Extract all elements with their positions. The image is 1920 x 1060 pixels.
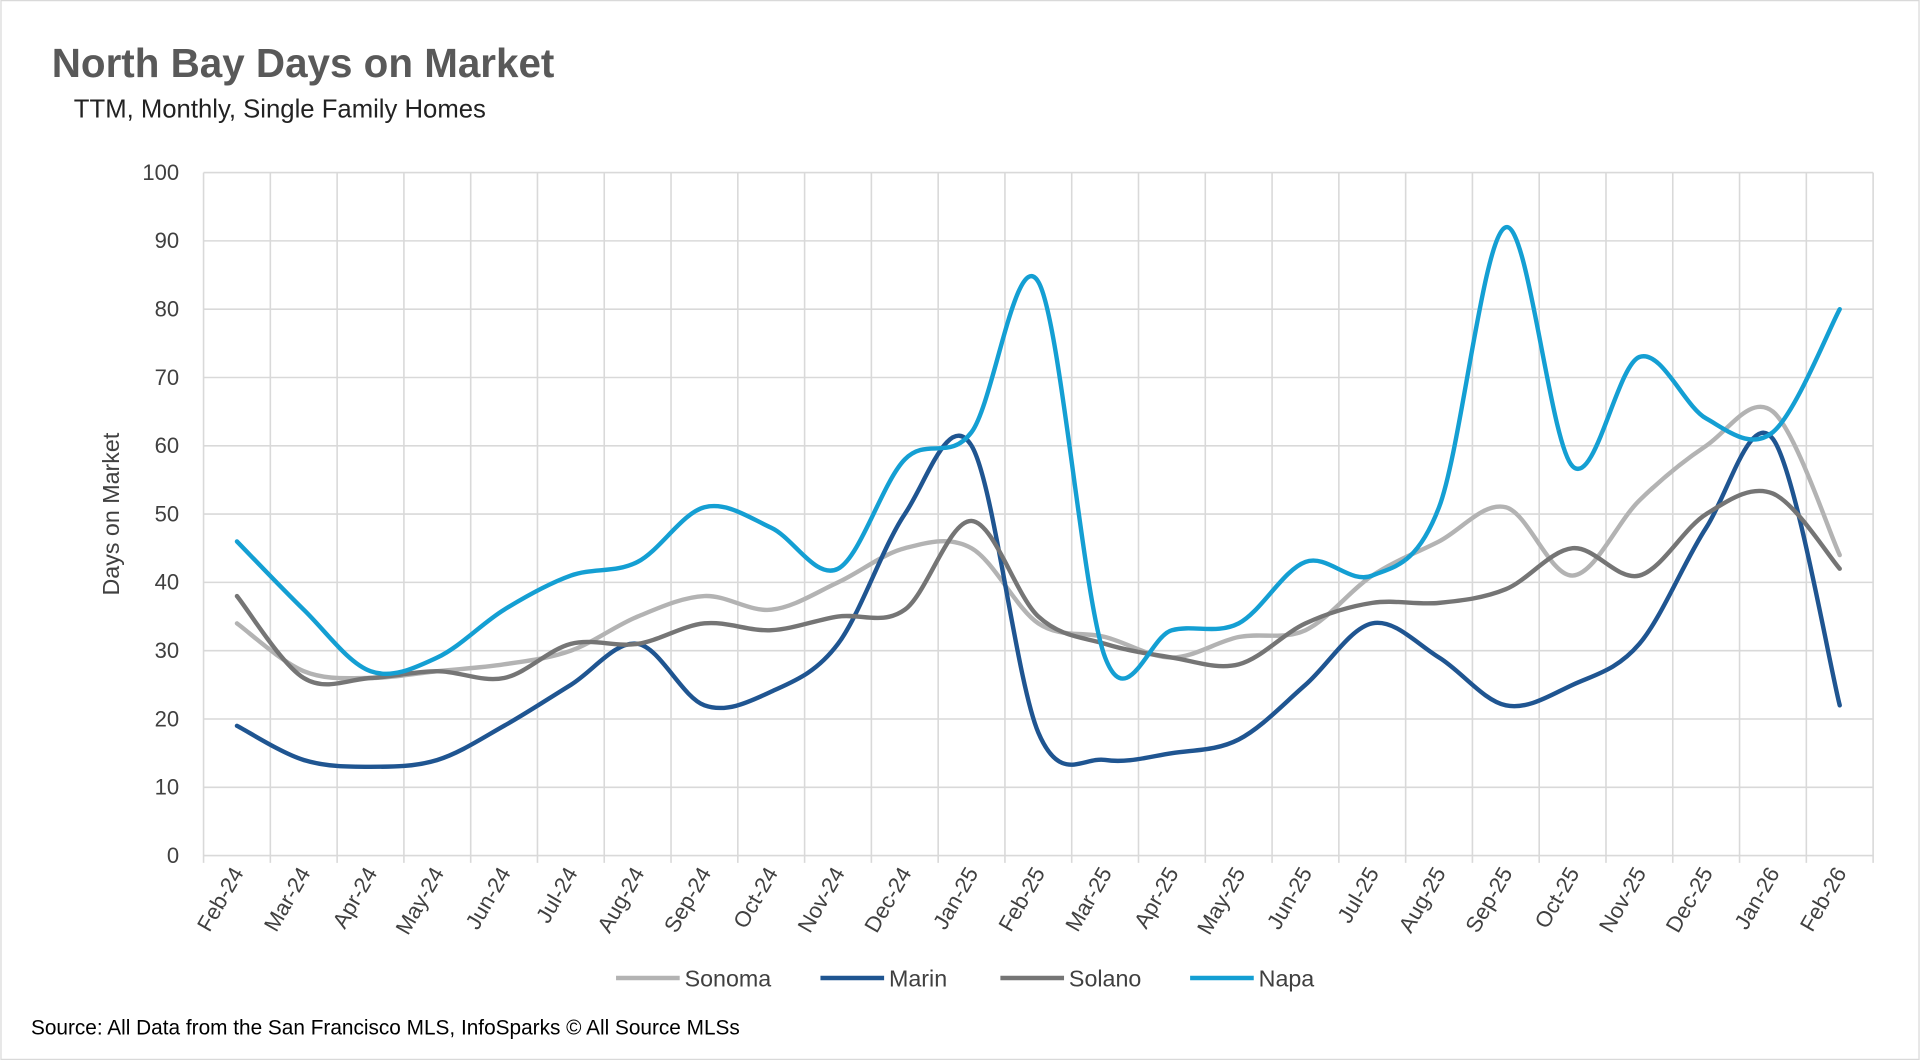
y-tick-label: 40 (155, 570, 180, 595)
series-line-marin (234, 430, 1842, 770)
chart-subtitle: TTM, Monthly, Single Family Homes (74, 96, 486, 124)
legend-item-marin: Marin (820, 966, 947, 992)
legend-label: Napa (1259, 966, 1315, 992)
legend-item-sonoma: Sonoma (616, 966, 771, 992)
series-line-solano (234, 488, 1842, 687)
source-note: Source: All Data from the San Francisco … (31, 1016, 740, 1039)
y-axis-label: Days on Market (98, 432, 124, 595)
y-tick-label: 30 (155, 638, 180, 663)
chart-title: North Bay Days on Market (52, 40, 555, 86)
y-tick-label: 90 (155, 228, 180, 253)
series-line-napa (234, 225, 1842, 681)
y-tick-label: 50 (155, 501, 180, 526)
y-tick-label: 20 (155, 706, 180, 731)
y-tick-label: 60 (155, 433, 180, 458)
y-tick-label: 100 (142, 160, 179, 185)
y-tick-label: 70 (155, 365, 180, 390)
y-tick-label: 80 (155, 297, 180, 322)
legend-item-napa: Napa (1190, 966, 1314, 992)
legend-label: Solano (1069, 966, 1141, 992)
y-tick-label: 10 (155, 775, 180, 800)
legend-item-solano: Solano (1000, 966, 1141, 992)
legend-label: Marin (889, 966, 947, 992)
legend-label: Sonoma (685, 966, 772, 992)
y-tick-label: 0 (167, 843, 179, 868)
